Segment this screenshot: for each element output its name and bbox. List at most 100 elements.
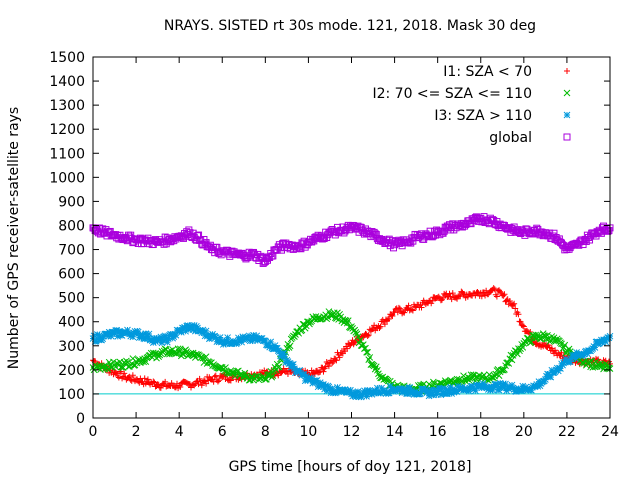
sample-point bbox=[266, 343, 273, 351]
sample-point bbox=[543, 335, 550, 343]
legend-label: I2: 70 <= SZA <= 110 bbox=[372, 86, 532, 102]
sample-point bbox=[559, 361, 566, 369]
sample-point bbox=[381, 387, 389, 395]
sample-point bbox=[376, 325, 383, 332]
sample-point bbox=[128, 330, 136, 338]
data-point bbox=[552, 366, 560, 374]
sample-point bbox=[202, 353, 210, 361]
sample-point bbox=[177, 328, 185, 336]
sample-point bbox=[528, 338, 535, 346]
sample-point bbox=[586, 236, 594, 244]
sample-point bbox=[441, 385, 449, 393]
sample-point bbox=[228, 340, 236, 348]
sample-point bbox=[95, 335, 102, 343]
sample-point bbox=[286, 342, 294, 350]
sample-point bbox=[340, 388, 348, 396]
y-tick-label: 1400 bbox=[49, 74, 85, 90]
sample-point bbox=[468, 382, 476, 390]
sample-point bbox=[522, 383, 530, 391]
sample-point bbox=[424, 387, 432, 395]
sample-point bbox=[254, 337, 262, 344]
sample-point bbox=[584, 350, 591, 358]
sample-point bbox=[278, 369, 285, 376]
sample-point bbox=[334, 383, 341, 391]
sample-point bbox=[343, 389, 351, 396]
sample-point bbox=[302, 372, 310, 380]
sample-point bbox=[490, 285, 497, 292]
sample-point bbox=[373, 384, 381, 392]
sample-point bbox=[425, 392, 433, 400]
sample-point bbox=[446, 388, 453, 396]
sample-point bbox=[519, 322, 526, 329]
y-tick-label: 1100 bbox=[49, 146, 85, 162]
legend-label: global bbox=[489, 130, 532, 146]
sample-point bbox=[351, 326, 359, 334]
sample-point bbox=[399, 387, 407, 395]
sample-point bbox=[364, 332, 371, 339]
x-tick-label: 16 bbox=[429, 424, 447, 440]
sample-point bbox=[124, 326, 131, 334]
sample-point bbox=[396, 305, 403, 312]
sample-point bbox=[224, 334, 231, 341]
sample-point bbox=[329, 360, 336, 367]
data-point bbox=[510, 301, 517, 308]
sample-point bbox=[222, 364, 229, 371]
x-tick-label: 10 bbox=[300, 424, 318, 440]
data-point bbox=[391, 385, 398, 393]
sample-point bbox=[493, 381, 501, 388]
sample-point bbox=[112, 369, 119, 376]
sample-point bbox=[417, 390, 424, 397]
sample-point bbox=[313, 376, 321, 384]
data-point bbox=[229, 337, 237, 345]
sample-point bbox=[386, 315, 393, 322]
sample-point bbox=[427, 386, 435, 394]
x-tick-label: 4 bbox=[175, 424, 184, 440]
sample-point bbox=[250, 331, 257, 339]
sample-point bbox=[372, 389, 380, 396]
sample-point bbox=[359, 389, 367, 397]
sample-point bbox=[515, 311, 522, 318]
data-point bbox=[348, 390, 355, 398]
sample-point bbox=[489, 386, 496, 394]
sample-point bbox=[591, 344, 599, 351]
sample-point bbox=[495, 372, 503, 379]
sample-point bbox=[159, 336, 167, 344]
sample-point bbox=[114, 333, 122, 340]
axes: 0 2 4 6 8 10 12 14 16 18 20 22 240100200300400500600… bbox=[49, 50, 619, 440]
sample-point bbox=[361, 387, 368, 395]
data-point bbox=[498, 383, 506, 391]
sample-point bbox=[157, 384, 164, 391]
sample-point bbox=[320, 368, 327, 375]
sample-point bbox=[354, 333, 362, 341]
sample-point bbox=[184, 322, 192, 329]
sample-point bbox=[330, 309, 338, 317]
sample-point bbox=[207, 334, 214, 342]
sample-point bbox=[123, 328, 130, 336]
sample-point bbox=[155, 381, 162, 388]
sample-point bbox=[219, 341, 227, 348]
sample-point bbox=[528, 386, 535, 394]
sample-point bbox=[104, 332, 112, 340]
data-point bbox=[520, 340, 528, 347]
sample-point bbox=[284, 371, 291, 378]
sample-point bbox=[512, 388, 520, 395]
sample-point bbox=[519, 344, 527, 351]
sample-point bbox=[411, 390, 419, 397]
sample-point bbox=[275, 348, 283, 356]
sample-point bbox=[281, 353, 289, 360]
sample-point bbox=[96, 331, 103, 339]
sample-point bbox=[351, 339, 358, 346]
sample-point bbox=[566, 358, 574, 365]
sample-point bbox=[465, 387, 473, 395]
sample-point bbox=[90, 332, 98, 340]
sample-point bbox=[429, 297, 436, 304]
x-tick-label: 18 bbox=[472, 424, 490, 440]
x-tick-label: 22 bbox=[558, 424, 576, 440]
sample-point bbox=[332, 356, 339, 363]
sample-point bbox=[99, 335, 107, 343]
sample-point bbox=[142, 358, 150, 365]
data-point bbox=[261, 337, 269, 345]
sample-point bbox=[333, 357, 340, 364]
sample-point bbox=[408, 306, 415, 313]
